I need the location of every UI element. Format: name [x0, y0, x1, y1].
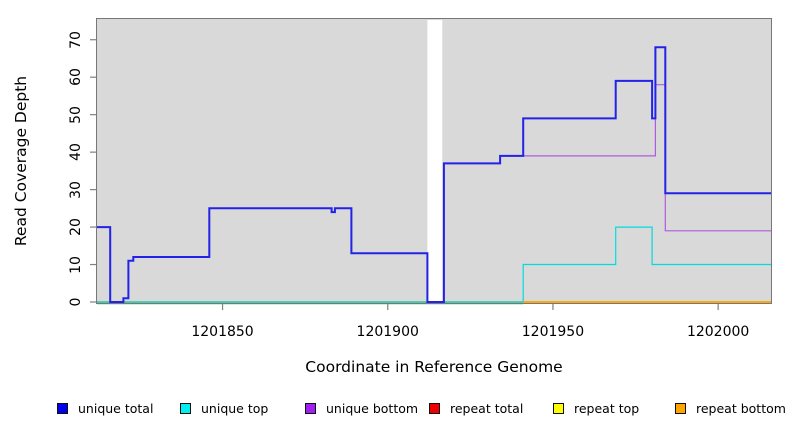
x-tick-label: 1201950	[521, 324, 585, 340]
x-tick-label: 1201850	[191, 324, 254, 340]
legend-item-repeat-total: repeat total	[429, 400, 523, 416]
legend-label: unique total	[78, 400, 154, 416]
legend-swatch-icon	[675, 402, 686, 414]
y-tick-label: 60	[68, 68, 84, 87]
legend-swatch-icon	[429, 402, 440, 414]
x-tick-label: 1201900	[356, 324, 419, 340]
legend-label: unique top	[201, 400, 269, 416]
legend-label: repeat total	[450, 400, 524, 416]
legend-item-repeat-bottom: repeat bottom	[675, 400, 786, 416]
y-axis-title: Read Coverage Depth	[12, 75, 30, 247]
legend-label: unique bottom	[326, 400, 419, 416]
series-path-unique-top	[97, 226, 771, 303]
no-data-gap-band	[427, 20, 443, 302]
y-tick-label: 0	[68, 297, 84, 307]
legend-item-repeat-top: repeat top	[553, 400, 639, 416]
legend-swatch-icon	[180, 402, 191, 414]
plot-frame	[96, 18, 772, 304]
legend-item-unique-total: unique total	[57, 400, 153, 416]
legend-label: repeat bottom	[696, 400, 786, 416]
x-axis-title: Coordinate in Reference Genome	[305, 358, 563, 376]
y-tick-label: 10	[68, 255, 84, 274]
y-tick-label: 70	[68, 30, 84, 49]
series-path-unique-total	[97, 46, 771, 303]
x-tick-label: 1202000	[686, 324, 750, 340]
legend-label: repeat top	[574, 400, 640, 416]
y-tick-label: 50	[68, 105, 84, 124]
y-tick-label: 40	[68, 143, 84, 162]
legend-item-unique-top: unique top	[180, 400, 268, 416]
y-tick-label: 30	[68, 180, 84, 199]
legend-swatch-icon	[305, 402, 316, 414]
y-tick-label: 20	[68, 218, 84, 236]
legend-swatch-icon	[57, 402, 68, 414]
legend-swatch-icon	[553, 402, 564, 414]
legend-item-unique-bottom: unique bottom	[305, 400, 418, 416]
